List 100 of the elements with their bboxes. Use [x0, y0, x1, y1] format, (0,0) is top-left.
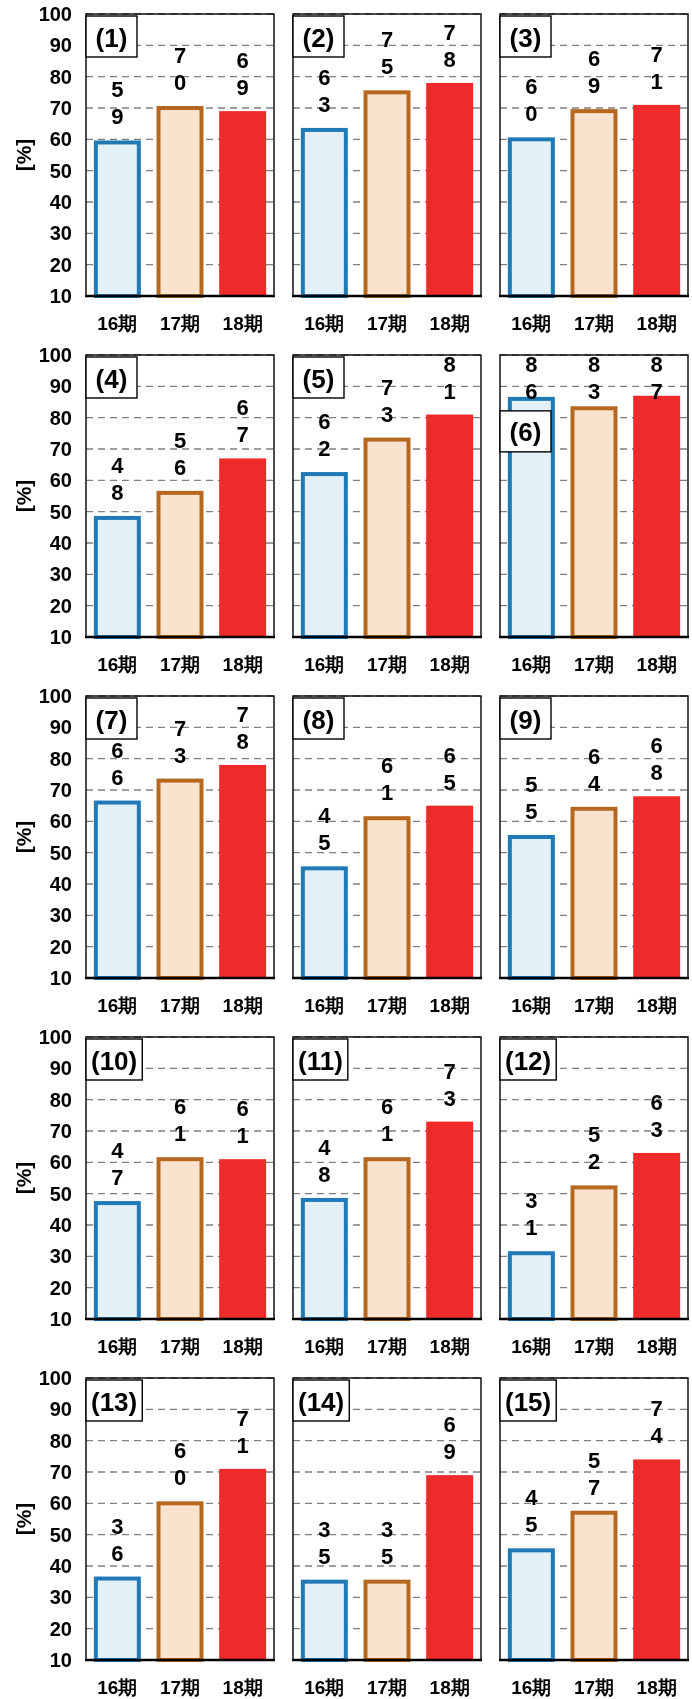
x-tick-label: 17期: [159, 653, 201, 675]
x-tick-label: 16期: [511, 312, 552, 334]
y-tick-label: 30: [49, 904, 72, 927]
y-tick-label: 100: [38, 1367, 72, 1389]
x-tick-label: 18期: [429, 1335, 470, 1357]
x-tick-label: 17期: [573, 1676, 615, 1698]
x-tick-label: 16期: [511, 653, 552, 675]
data-label: 6 1: [380, 1094, 394, 1147]
y-tick-label: 20: [49, 1276, 72, 1299]
chart-title: (10): [91, 1045, 138, 1076]
data-label: 6 4: [587, 743, 601, 796]
data-label: 5 7: [587, 1447, 601, 1500]
x-tick-label: 18期: [222, 1676, 263, 1698]
y-axis-title: [%]: [11, 820, 35, 854]
y-tick-label: 70: [49, 1120, 72, 1142]
y-tick-label: 70: [49, 97, 72, 119]
y-tick-label: 50: [49, 159, 72, 182]
x-tick-label: 18期: [636, 994, 677, 1016]
x-tick-label: 17期: [159, 1335, 201, 1357]
data-label: 8 1: [443, 352, 456, 404]
data-label: 5 9: [111, 77, 124, 130]
y-tick-label: 70: [49, 1461, 72, 1483]
x-tick-label: 18期: [636, 1335, 677, 1357]
y-tick-label: 40: [49, 873, 72, 895]
x-tick-label: 18期: [429, 1676, 470, 1698]
x-tick-label: 18期: [636, 1676, 677, 1698]
x-tick-label: 18期: [636, 312, 677, 334]
y-tick-label: 100: [38, 344, 72, 366]
y-tick-label: 10: [49, 1308, 72, 1330]
y-tick-label: 90: [49, 1398, 72, 1421]
y-tick-label: 100: [38, 3, 72, 25]
x-tick-label: 16期: [97, 1676, 138, 1698]
y-axis-title: [%]: [11, 1161, 35, 1195]
data-label: 6 1: [173, 1094, 187, 1147]
data-label: 7 3: [173, 715, 187, 768]
data-label: 7 3: [443, 1058, 456, 1111]
y-tick-label: 100: [38, 685, 72, 707]
data-label: 6 1: [236, 1096, 249, 1149]
x-tick-label: 16期: [304, 1676, 345, 1698]
y-tick-label: 30: [49, 563, 72, 586]
data-label: 4 5: [318, 803, 332, 856]
x-tick-label: 16期: [97, 1335, 138, 1357]
y-tick-label: 60: [49, 810, 72, 833]
y-tick-label: 40: [49, 532, 72, 554]
data-label: 7 0: [173, 43, 187, 95]
y-tick-label: 70: [49, 779, 72, 801]
y-tick-label: 40: [49, 1555, 72, 1577]
y-tick-label: 90: [49, 34, 72, 57]
x-tick-label: 16期: [97, 994, 138, 1016]
y-tick-label: 90: [49, 1057, 72, 1080]
y-tick-label: 20: [49, 594, 72, 617]
y-tick-label: 30: [49, 222, 72, 245]
data-label: 7 8: [236, 701, 249, 754]
data-label: 6 2: [318, 409, 331, 462]
y-tick-label: 60: [49, 1151, 72, 1174]
x-tick-label: 18期: [222, 994, 263, 1016]
text: (6): [509, 417, 542, 448]
y-tick-label: 50: [49, 1523, 72, 1546]
chart-title: (14): [298, 1386, 345, 1417]
y-tick-label: 40: [49, 1214, 72, 1236]
x-tick-label: 16期: [304, 994, 345, 1016]
data-label: 3 1: [525, 1188, 538, 1241]
x-tick-label: 17期: [366, 994, 408, 1016]
data-label: 6 5: [443, 742, 456, 795]
y-tick-label: 100: [38, 1026, 72, 1048]
data-label: 5 5: [525, 772, 538, 824]
data-label: 7 8: [443, 19, 456, 72]
chart-title: (4): [95, 363, 128, 394]
x-tick-label: 17期: [159, 994, 201, 1016]
y-tick-label: 10: [49, 1649, 72, 1671]
x-tick-label: 17期: [573, 312, 615, 334]
x-tick-label: 18期: [429, 994, 470, 1016]
x-tick-label: 18期: [222, 1335, 263, 1357]
y-axis-title: [%]: [11, 479, 35, 513]
x-tick-label: 17期: [573, 1335, 615, 1357]
y-tick-label: 50: [49, 1182, 72, 1205]
chart-title: (1): [95, 22, 128, 53]
data-label: 7 1: [650, 41, 663, 94]
x-tick-label: 17期: [366, 312, 408, 334]
y-tick-label: 10: [49, 285, 72, 307]
chart-title: (12): [505, 1045, 552, 1076]
y-tick-label: 90: [49, 716, 72, 739]
data-label: 3 5: [318, 1516, 331, 1569]
y-tick-label: 80: [49, 747, 72, 770]
x-tick-label: 16期: [511, 994, 552, 1016]
data-label: 5 2: [587, 1122, 601, 1175]
data-label: 6 9: [587, 46, 601, 99]
data-label: 6 6: [111, 737, 124, 790]
x-tick-label: 16期: [97, 312, 138, 334]
data-label: 7 5: [380, 27, 394, 80]
y-tick-label: 10: [49, 626, 72, 648]
data-label: 3 5: [380, 1516, 394, 1569]
chart-title: (9): [509, 704, 542, 735]
data-label: 6 1: [380, 753, 394, 806]
y-tick-label: 60: [49, 1492, 72, 1515]
data-label: 4 8: [318, 1134, 332, 1187]
y-tick-label: 80: [49, 1088, 72, 1111]
y-axis-title: [%]: [11, 138, 35, 172]
data-label: 7 3: [380, 374, 394, 427]
chart-title: (3): [509, 22, 542, 53]
